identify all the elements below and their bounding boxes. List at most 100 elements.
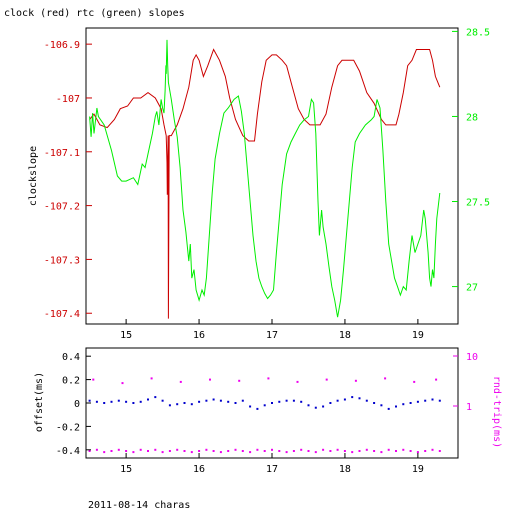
rndtrip-point [358,450,361,452]
offset-point [373,402,376,404]
bottom-series-group [88,377,441,454]
bottom-axes: 0.4 0.2 0 -0.2 -0.4 10 1 15 16 17 18 19 [56,352,478,475]
offset-point [278,400,281,403]
rndtrip-point [296,380,299,383]
rndtrip-point [336,448,339,451]
rndtrip-point [395,450,397,452]
rndtrip-point [249,451,252,454]
rndtrip-point [314,451,317,454]
rndtrip-point [267,377,270,380]
top-x-tick-label: 16 [193,330,205,341]
bottom-y-axis-label-right: rnd-trip(ms) [491,376,502,448]
rndtrip-point [139,448,142,451]
top-y-axis-label: clockslope [28,146,39,206]
rndtrip-point [351,451,354,454]
rndtrip-point [322,448,325,451]
rndtrip-point [263,450,266,452]
rndtrip-point [125,450,128,452]
offset-point [103,402,106,404]
rndtrip-point [161,451,164,454]
rndtrip-point [150,377,153,380]
rndtrip-point [121,382,124,385]
offset-point [438,399,441,402]
rndtrip-point [103,451,106,454]
offset-point [343,398,346,401]
offset-point [125,400,128,403]
chart-title: clock (red) rtc (green) slopes [4,8,185,19]
bottom-x-tick-label: 15 [120,464,132,475]
rndtrip-point [234,448,237,451]
offset-point [88,399,91,402]
offset-point [110,400,113,403]
rndtrip-point [435,378,438,381]
rndtrip-point [329,450,332,452]
offset-point [147,398,149,401]
offset-point [431,398,434,401]
rndtrip-point [373,450,376,452]
offset-point [365,399,368,402]
top-left-tick-label: -107 [56,94,80,105]
rndtrip-point [416,451,419,454]
offset-point [95,400,98,403]
rndtrip-point [190,451,193,454]
rndtrip-point [132,451,135,454]
offset-point [132,402,135,404]
rndtrip-point [424,450,427,452]
offset-point [387,407,390,410]
rndtrip-point [154,448,157,451]
rndtrip-point [88,450,91,452]
offset-point [190,403,193,406]
offset-point [219,399,222,402]
offset-point [256,407,259,410]
rndtrip-point [92,378,95,381]
rndtrip-point [219,451,222,454]
offset-point [395,405,397,408]
rtc-slope-line [89,39,441,318]
rndtrip-point [205,448,208,451]
rndtrip-point [285,451,288,454]
offset-point [416,400,419,403]
rndtrip-point [300,448,303,451]
rndtrip-point [256,448,259,451]
bottom-right-tick-label: 1 [466,402,472,413]
rndtrip-point [147,450,149,452]
top-left-tick-label: -107.2 [44,202,80,213]
offset-point [198,400,201,403]
offset-point [117,399,120,402]
rndtrip-point [292,450,295,452]
top-right-tick-label: 27.5 [466,198,490,209]
offset-point [161,399,164,402]
rndtrip-point [110,450,113,452]
top-left-tick-label: -107.3 [44,255,80,266]
rndtrip-point [409,450,412,452]
bottom-left-tick-label: 0 [74,399,80,410]
clock-slope-line [89,48,441,319]
offset-point [336,399,339,402]
bottom-x-tick-label: 19 [412,464,424,475]
top-x-tick-label: 19 [412,330,424,341]
rndtrip-point [179,380,182,383]
rndtrip-point [402,448,405,451]
top-plot-frame [85,27,459,325]
bottom-left-tick-label: -0.2 [56,422,80,433]
offset-point [205,399,208,402]
offset-point [241,399,244,402]
rndtrip-point [384,377,387,380]
footer-caption: 2011-08-14 charas [88,500,190,511]
offset-point [212,398,215,401]
top-x-tick-label: 17 [266,330,278,341]
top-axes: -106.9 -107 -107.1 -107.2 -107.3 -107.4 28.5 28… [44,27,490,341]
rndtrip-point [380,451,383,454]
top-series-group [89,39,441,319]
offset-point [271,402,273,404]
bottom-x-tick-label: 17 [266,464,278,475]
rndtrip-point [365,448,368,451]
rndtrip-point [212,450,215,452]
bottom-left-tick-label: 0.4 [62,352,80,363]
offset-point [168,404,171,407]
offset-point [263,404,266,407]
rndtrip-point [227,450,230,452]
top-x-tick-label: 18 [339,330,351,341]
offset-point [234,402,237,404]
